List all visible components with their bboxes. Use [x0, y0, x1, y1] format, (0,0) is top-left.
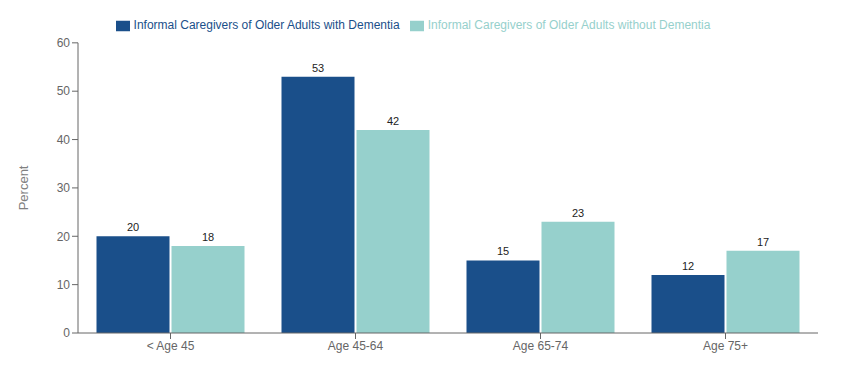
svg-text:Percent: Percent — [16, 165, 31, 210]
svg-text:42: 42 — [387, 115, 399, 127]
svg-text:53: 53 — [312, 62, 324, 74]
svg-text:60: 60 — [57, 36, 71, 50]
html-text:Informal Caregivers of Older A: Informal Caregivers of Older Adults with… — [133, 18, 400, 32]
html-text:Informal Caregivers of Older A: Informal Caregivers of Older Adults with… — [427, 18, 711, 32]
svg-text:15: 15 — [497, 245, 509, 257]
svg-text:30: 30 — [57, 181, 71, 195]
svg-text:0: 0 — [63, 326, 70, 340]
svg-text:18: 18 — [202, 231, 214, 243]
svg-text:12: 12 — [682, 260, 694, 272]
svg-text:Age 65-74: Age 65-74 — [513, 339, 569, 353]
svg-text:23: 23 — [572, 207, 584, 219]
svg-text:< Age 45: < Age 45 — [147, 339, 195, 353]
svg-text:20: 20 — [127, 221, 139, 233]
svg-text:Age 75+: Age 75+ — [703, 339, 748, 353]
svg-text:17: 17 — [757, 236, 769, 248]
svg-text:50: 50 — [57, 84, 71, 98]
svg-text:20: 20 — [57, 230, 71, 244]
svg-text:10: 10 — [57, 278, 71, 292]
svg-text:Age 45-64: Age 45-64 — [328, 339, 384, 353]
svg-text:40: 40 — [57, 133, 71, 147]
